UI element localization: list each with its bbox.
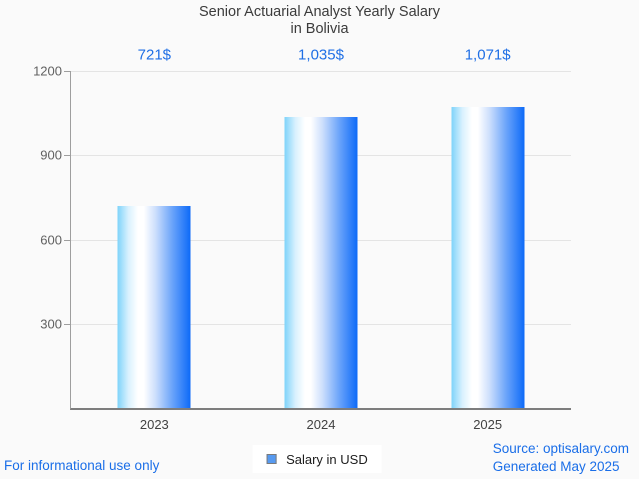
y-tick-label-600: 600: [40, 232, 62, 248]
legend-marker-icon: [266, 454, 277, 464]
bar-value-label-2025: 1,071$: [464, 46, 511, 64]
y-tick-label-900: 900: [40, 147, 62, 163]
bar-value-label-2023: 721$: [137, 46, 172, 64]
x-axis-label-2023: 2023: [139, 417, 169, 432]
y-tick-label-1200: 1200: [33, 63, 62, 79]
legend-label: Salary in USD: [286, 451, 368, 467]
footer-source-block: Source: optisalary.com Generated May 202…: [493, 440, 629, 475]
y-tick-900: [64, 155, 71, 156]
bar-2024: [284, 117, 358, 408]
chart-title-line1: Senior Actuarial Analyst Yearly Salary: [199, 4, 440, 20]
bar-2025: [451, 107, 525, 408]
bar-2023: [117, 206, 191, 408]
y-tick-300: [64, 324, 71, 325]
x-axis-label-2025: 2025: [473, 417, 503, 432]
gridline-1200: [71, 71, 571, 72]
y-tick-600: [64, 240, 71, 241]
footer-source-text: Source: optisalary.com: [492, 441, 629, 456]
x-axis-label-2024: 2024: [306, 417, 336, 432]
legend: Salary in USD: [252, 445, 382, 473]
chart-title: Senior Actuarial Analyst Yearly Salary i…: [0, 4, 639, 38]
footer-generated-text: Generated May 2025: [492, 458, 620, 474]
y-tick-1200: [64, 71, 71, 72]
footer-disclaimer: For informational use only: [4, 458, 160, 473]
bar-value-label-2024: 1,035$: [298, 46, 344, 64]
y-tick-label-300: 300: [40, 316, 62, 332]
plot-area: 300 600 900 1200 721$ 2023 1,035$ 2024 1,071$ 202…: [33, 47, 571, 432]
chart-title-line2: in Bolivia: [290, 21, 349, 37]
